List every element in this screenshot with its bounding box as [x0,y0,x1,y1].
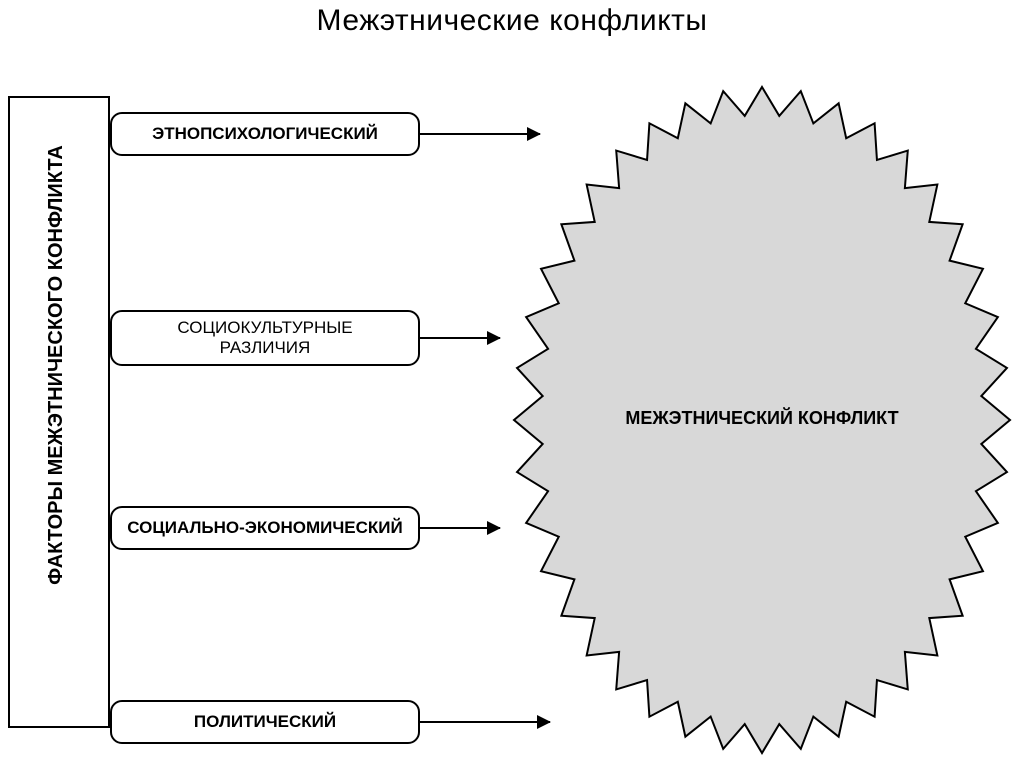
factor-box: СОЦИОКУЛЬТУРНЫЕРАЗЛИЧИЯ [110,310,420,366]
arrow [420,337,500,339]
factor-box: ПОЛИТИЧЕСКИЙ [110,700,420,744]
arrow [420,527,500,529]
factor-box: ЭТНОПСИХОЛОГИЧЕСКИЙ [110,112,420,156]
vertical-guide [108,96,110,728]
diagram-canvas: Межэтнические конфликты ФАКТОРЫ МЕЖЭТНИЧ… [0,0,1024,771]
page-title: Межэтнические конфликты [0,4,1024,38]
factor-box: СОЦИАЛЬНО-ЭКОНОМИЧЕСКИЙ [110,506,420,550]
starburst-label: МЕЖЭТНИЧЕСКИЙ КОНФЛИКТ [602,408,922,429]
factors-vertical-label: ФАКТОРЫ МЕЖЭТНИЧЕСКОГО КОНФЛИКТА [45,85,68,645]
